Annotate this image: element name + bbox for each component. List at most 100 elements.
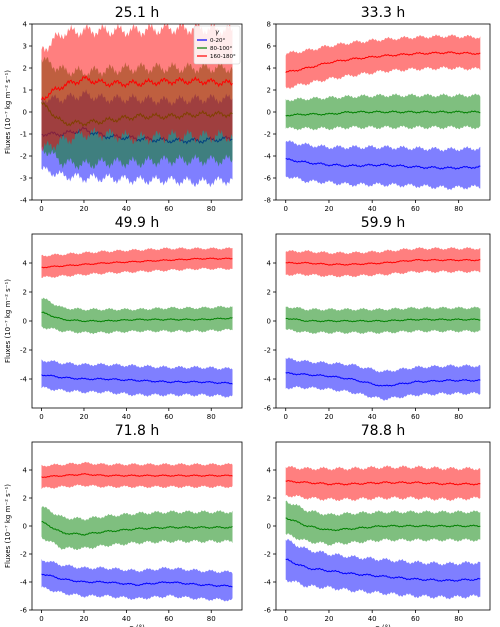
mean-line-0-20° [285,158,481,170]
band-0-20° [41,359,233,398]
x-tick-label: 0 [39,615,43,623]
y-axis-label: Fluxes (10⁻⁷ kg m⁻² s⁻¹) [4,70,12,154]
mean-line-80-100° [285,110,481,117]
mean-line-160-180° [285,51,481,73]
x-tick-label: 0 [283,205,287,213]
band-160-180° [285,465,481,502]
legend-title: γ [215,28,220,36]
mean-line-80-100° [285,317,481,323]
y-tick-label: 4 [23,21,28,29]
y-tick-label: -2 [264,551,271,559]
band-160-180° [41,24,233,152]
panel-title: 33.3 h [361,5,406,21]
mean-line-160-180° [285,480,481,486]
x-tick-label: 40 [122,615,131,623]
y-tick-label: 1 [23,87,27,95]
band-0-20° [285,538,481,600]
y-tick-label: -6 [264,175,272,183]
y-tick-label: -2 [20,551,27,559]
x-tick-label: 80 [454,413,463,421]
x-tick-label: 0 [39,413,43,421]
panel-4: 59.9 h 0 20 40 60 80 -6 -4 -2 0 2 4 [264,215,491,421]
band-0-20° [41,559,233,602]
y-tick-label: -4 [264,376,272,384]
x-tick-label: 40 [368,205,377,213]
y-tick-label: 2 [267,495,271,503]
x-tick-label: 20 [80,205,89,213]
x-tick-label: 20 [324,413,333,421]
x-tick-label: 0 [283,413,287,421]
y-tick-label: -1 [20,131,27,139]
panel-title: 49.9 h [115,215,160,231]
x-axis-label: α (°) [129,624,145,627]
x-tick-label: 60 [164,615,173,623]
y-tick-label: 2 [267,87,271,95]
y-tick-label: 0 [267,109,271,117]
y-tick-label: -2 [264,131,271,139]
y-tick-label: 0 [23,523,27,531]
legend-entry: 80-100° [210,46,232,52]
panel-1: 25.1 h 0 20 40 60 80 -4 -3 -2 -1 0 1 2 3 4 Fluxes (10⁻⁷… [4,5,243,213]
y-tick-label: 6 [267,43,272,51]
y-tick-label: 4 [267,467,272,475]
y-tick-label: -4 [20,197,28,205]
y-tick-label: 8 [267,21,271,29]
x-tick-label: 60 [164,205,173,213]
legend-entry: 0-20° [210,38,225,44]
mean-line-80-100° [285,517,481,532]
mean-line-0-20° [41,374,233,385]
band-80-100° [285,306,481,335]
y-tick-label: -6 [264,607,272,615]
y-tick-label: -6 [264,405,272,413]
x-tick-label: 60 [411,413,420,421]
band-80-100° [285,500,481,546]
y-tick-label: -4 [20,376,28,384]
panel-5: 71.8 h 0 20 40 60 80 -6 -4 -2 0 2 4 Fluxes (10⁻⁷ kg … [4,423,243,627]
y-tick-label: 2 [23,289,27,297]
x-tick-label: 20 [324,615,333,623]
mean-line-160-180° [285,258,481,266]
x-tick-label: 0 [283,615,287,623]
y-tick-label: 4 [23,260,28,268]
band-0-20° [285,357,481,401]
band-160-180° [285,34,481,90]
y-tick-label: 0 [267,318,271,326]
y-tick-label: 2 [23,495,27,503]
x-tick-label: 80 [207,205,216,213]
x-tick-label: 40 [368,615,377,623]
y-tick-label: 0 [23,109,27,117]
legend: γ 0-20° 80-100° 160-180° [193,25,241,65]
mean-line-160-180° [41,472,233,478]
panel-6: 78.8 h 0 20 40 60 80 -6 -4 -2 0 2 4 α (°) [264,423,491,627]
y-tick-label: 2 [267,289,271,297]
x-tick-label: 60 [411,205,420,213]
mean-line-160-180° [41,75,233,101]
x-tick-label: 20 [80,615,89,623]
y-tick-label: -4 [20,579,28,587]
y-tick-label: -4 [264,153,272,161]
mean-line-160-180° [41,257,233,269]
y-tick-label: 0 [23,318,27,326]
y-tick-label: -8 [264,197,271,205]
panel-2: 33.3 h 0 20 40 60 80 -8 -6 -4 -2 0 2 4 6 8 [264,5,491,213]
legend-entry: 160-180° [210,54,236,60]
mean-line-0-20° [285,558,481,582]
band-80-100° [41,297,233,335]
y-tick-label: -4 [264,579,272,587]
y-axis-label: Fluxes (10⁻⁷ kg m⁻² s⁻¹) [4,484,12,568]
y-tick-label: -3 [20,175,27,183]
band-160-180° [285,246,481,278]
legend-box [193,25,241,65]
y-tick-label: 2 [23,65,27,73]
x-axis-label: α (°) [375,624,391,627]
y-tick-label: -2 [20,347,27,355]
y-tick-label: -2 [20,153,27,161]
y-tick-label: 4 [267,260,272,268]
y-tick-label: 0 [267,523,271,531]
y-tick-label: -2 [264,347,271,355]
panel-title: 59.9 h [361,215,406,231]
x-tick-label: 20 [324,205,333,213]
y-axis-label: Fluxes (10⁻⁷ kg m⁻² s⁻¹) [4,279,12,363]
panel-title: 78.8 h [361,423,406,439]
